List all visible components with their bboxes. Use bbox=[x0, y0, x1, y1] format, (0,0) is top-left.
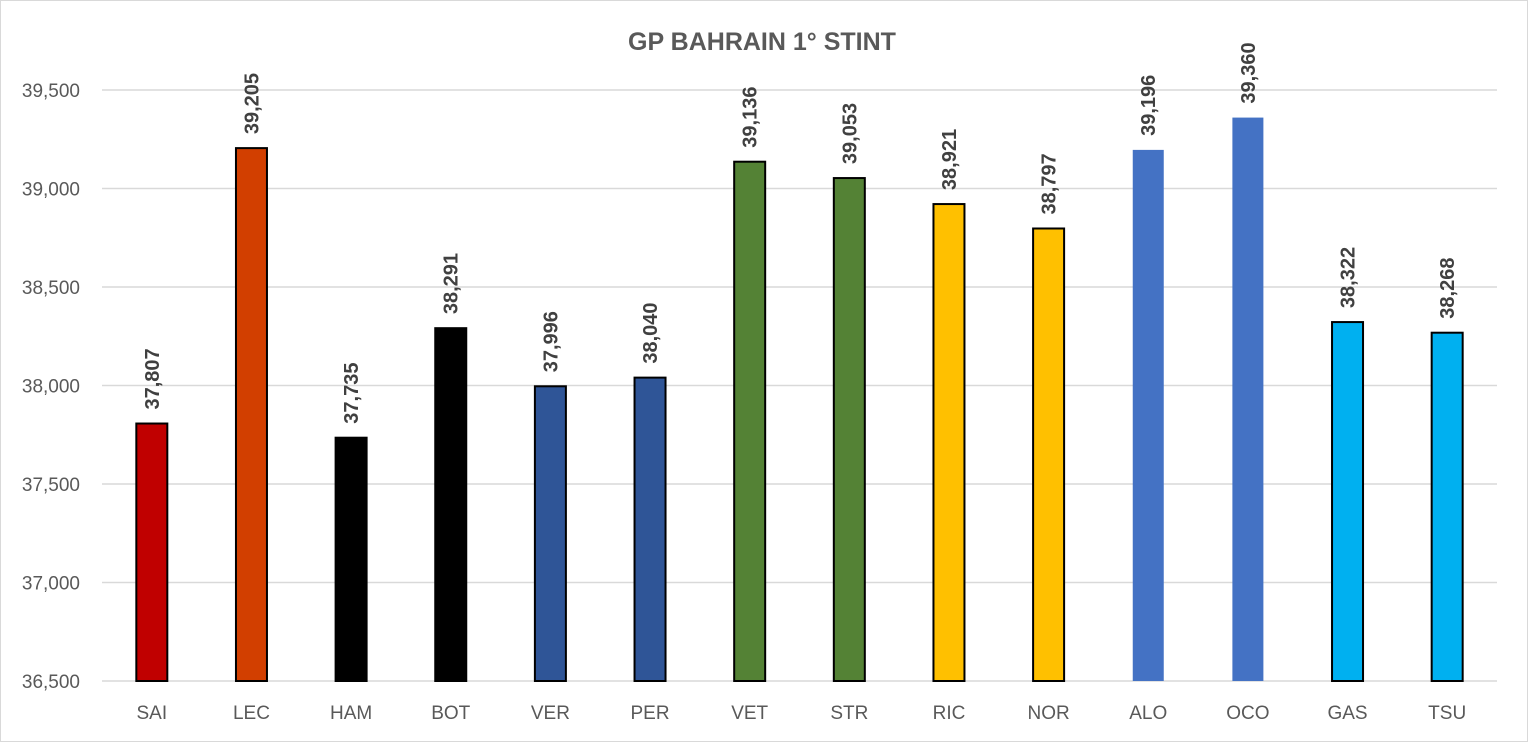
bar-str bbox=[832, 177, 866, 683]
bar-vet bbox=[733, 160, 767, 682]
data-label-vet: 39,136 bbox=[740, 87, 762, 148]
bar-alo bbox=[1132, 149, 1164, 681]
data-label-ric: 38,921 bbox=[939, 129, 961, 190]
bar-sai bbox=[135, 422, 169, 682]
x-axis-categories: SAI LEC HAM BOT VER PER VET STR RIC NOR ALO OCO GAS T… bbox=[137, 703, 1467, 724]
data-label-gas: 38,322 bbox=[1338, 247, 1360, 308]
x-category-label: VER bbox=[531, 703, 570, 724]
bar-ric bbox=[932, 203, 966, 683]
data-label-ver: 37,996 bbox=[540, 311, 562, 372]
x-category-label: BOT bbox=[431, 703, 470, 724]
x-category-label: LEC bbox=[233, 703, 270, 724]
data-label-str: 39,053 bbox=[839, 103, 861, 164]
chart-title: GP BAHRAIN 1° STINT bbox=[628, 28, 896, 56]
x-category-label: NOR bbox=[1027, 703, 1069, 724]
bar-tsu bbox=[1430, 331, 1464, 682]
y-tick-label: 38,500 bbox=[22, 278, 80, 299]
bar-per bbox=[633, 376, 667, 682]
x-category-label: TSU bbox=[1428, 703, 1466, 724]
x-category-label: RIC bbox=[933, 703, 966, 724]
y-tick-label: 39,000 bbox=[22, 180, 80, 201]
x-category-label: STR bbox=[830, 703, 868, 724]
x-category-label: ALO bbox=[1129, 703, 1167, 724]
x-category-label: GAS bbox=[1327, 703, 1367, 724]
x-category-label: HAM bbox=[330, 703, 372, 724]
data-label-bot: 38,291 bbox=[441, 253, 463, 314]
data-label-ham: 37,735 bbox=[341, 363, 363, 424]
y-tick-label: 37,500 bbox=[22, 475, 80, 496]
bar-gas bbox=[1331, 321, 1365, 682]
y-tick-label: 38,000 bbox=[22, 377, 80, 398]
y-tick-label: 37,000 bbox=[22, 574, 80, 595]
data-label-sai: 37,807 bbox=[142, 348, 164, 409]
bar-lec bbox=[234, 147, 268, 683]
data-label-lec: 39,205 bbox=[241, 73, 263, 134]
bar-ver bbox=[533, 385, 567, 682]
data-label-nor: 38,797 bbox=[1039, 153, 1061, 214]
x-category-label: PER bbox=[630, 703, 669, 724]
x-category-label: SAI bbox=[137, 703, 168, 724]
data-label-tsu: 38,268 bbox=[1437, 258, 1459, 319]
data-label-per: 38,040 bbox=[640, 302, 662, 363]
bar-nor bbox=[1032, 227, 1066, 682]
data-labels: 37,807 39,205 37,735 38,291 37,996 38,040 39,1… bbox=[142, 42, 1459, 423]
x-category-label: OCO bbox=[1226, 703, 1269, 724]
bar-bot bbox=[434, 327, 468, 682]
y-tick-label: 36,500 bbox=[22, 672, 80, 693]
bars bbox=[135, 117, 1464, 683]
x-category-label: VET bbox=[731, 703, 768, 724]
gridlines bbox=[102, 89, 1497, 682]
data-label-alo: 39,196 bbox=[1138, 75, 1160, 136]
y-tick-label: 39,500 bbox=[22, 81, 80, 102]
y-axis-ticks: 36,500 37,000 37,500 38,000 38,500 39,000 39,5… bbox=[22, 81, 80, 693]
bar-oco bbox=[1232, 117, 1264, 681]
data-label-oco: 39,360 bbox=[1238, 42, 1260, 103]
bar-ham bbox=[334, 436, 368, 682]
